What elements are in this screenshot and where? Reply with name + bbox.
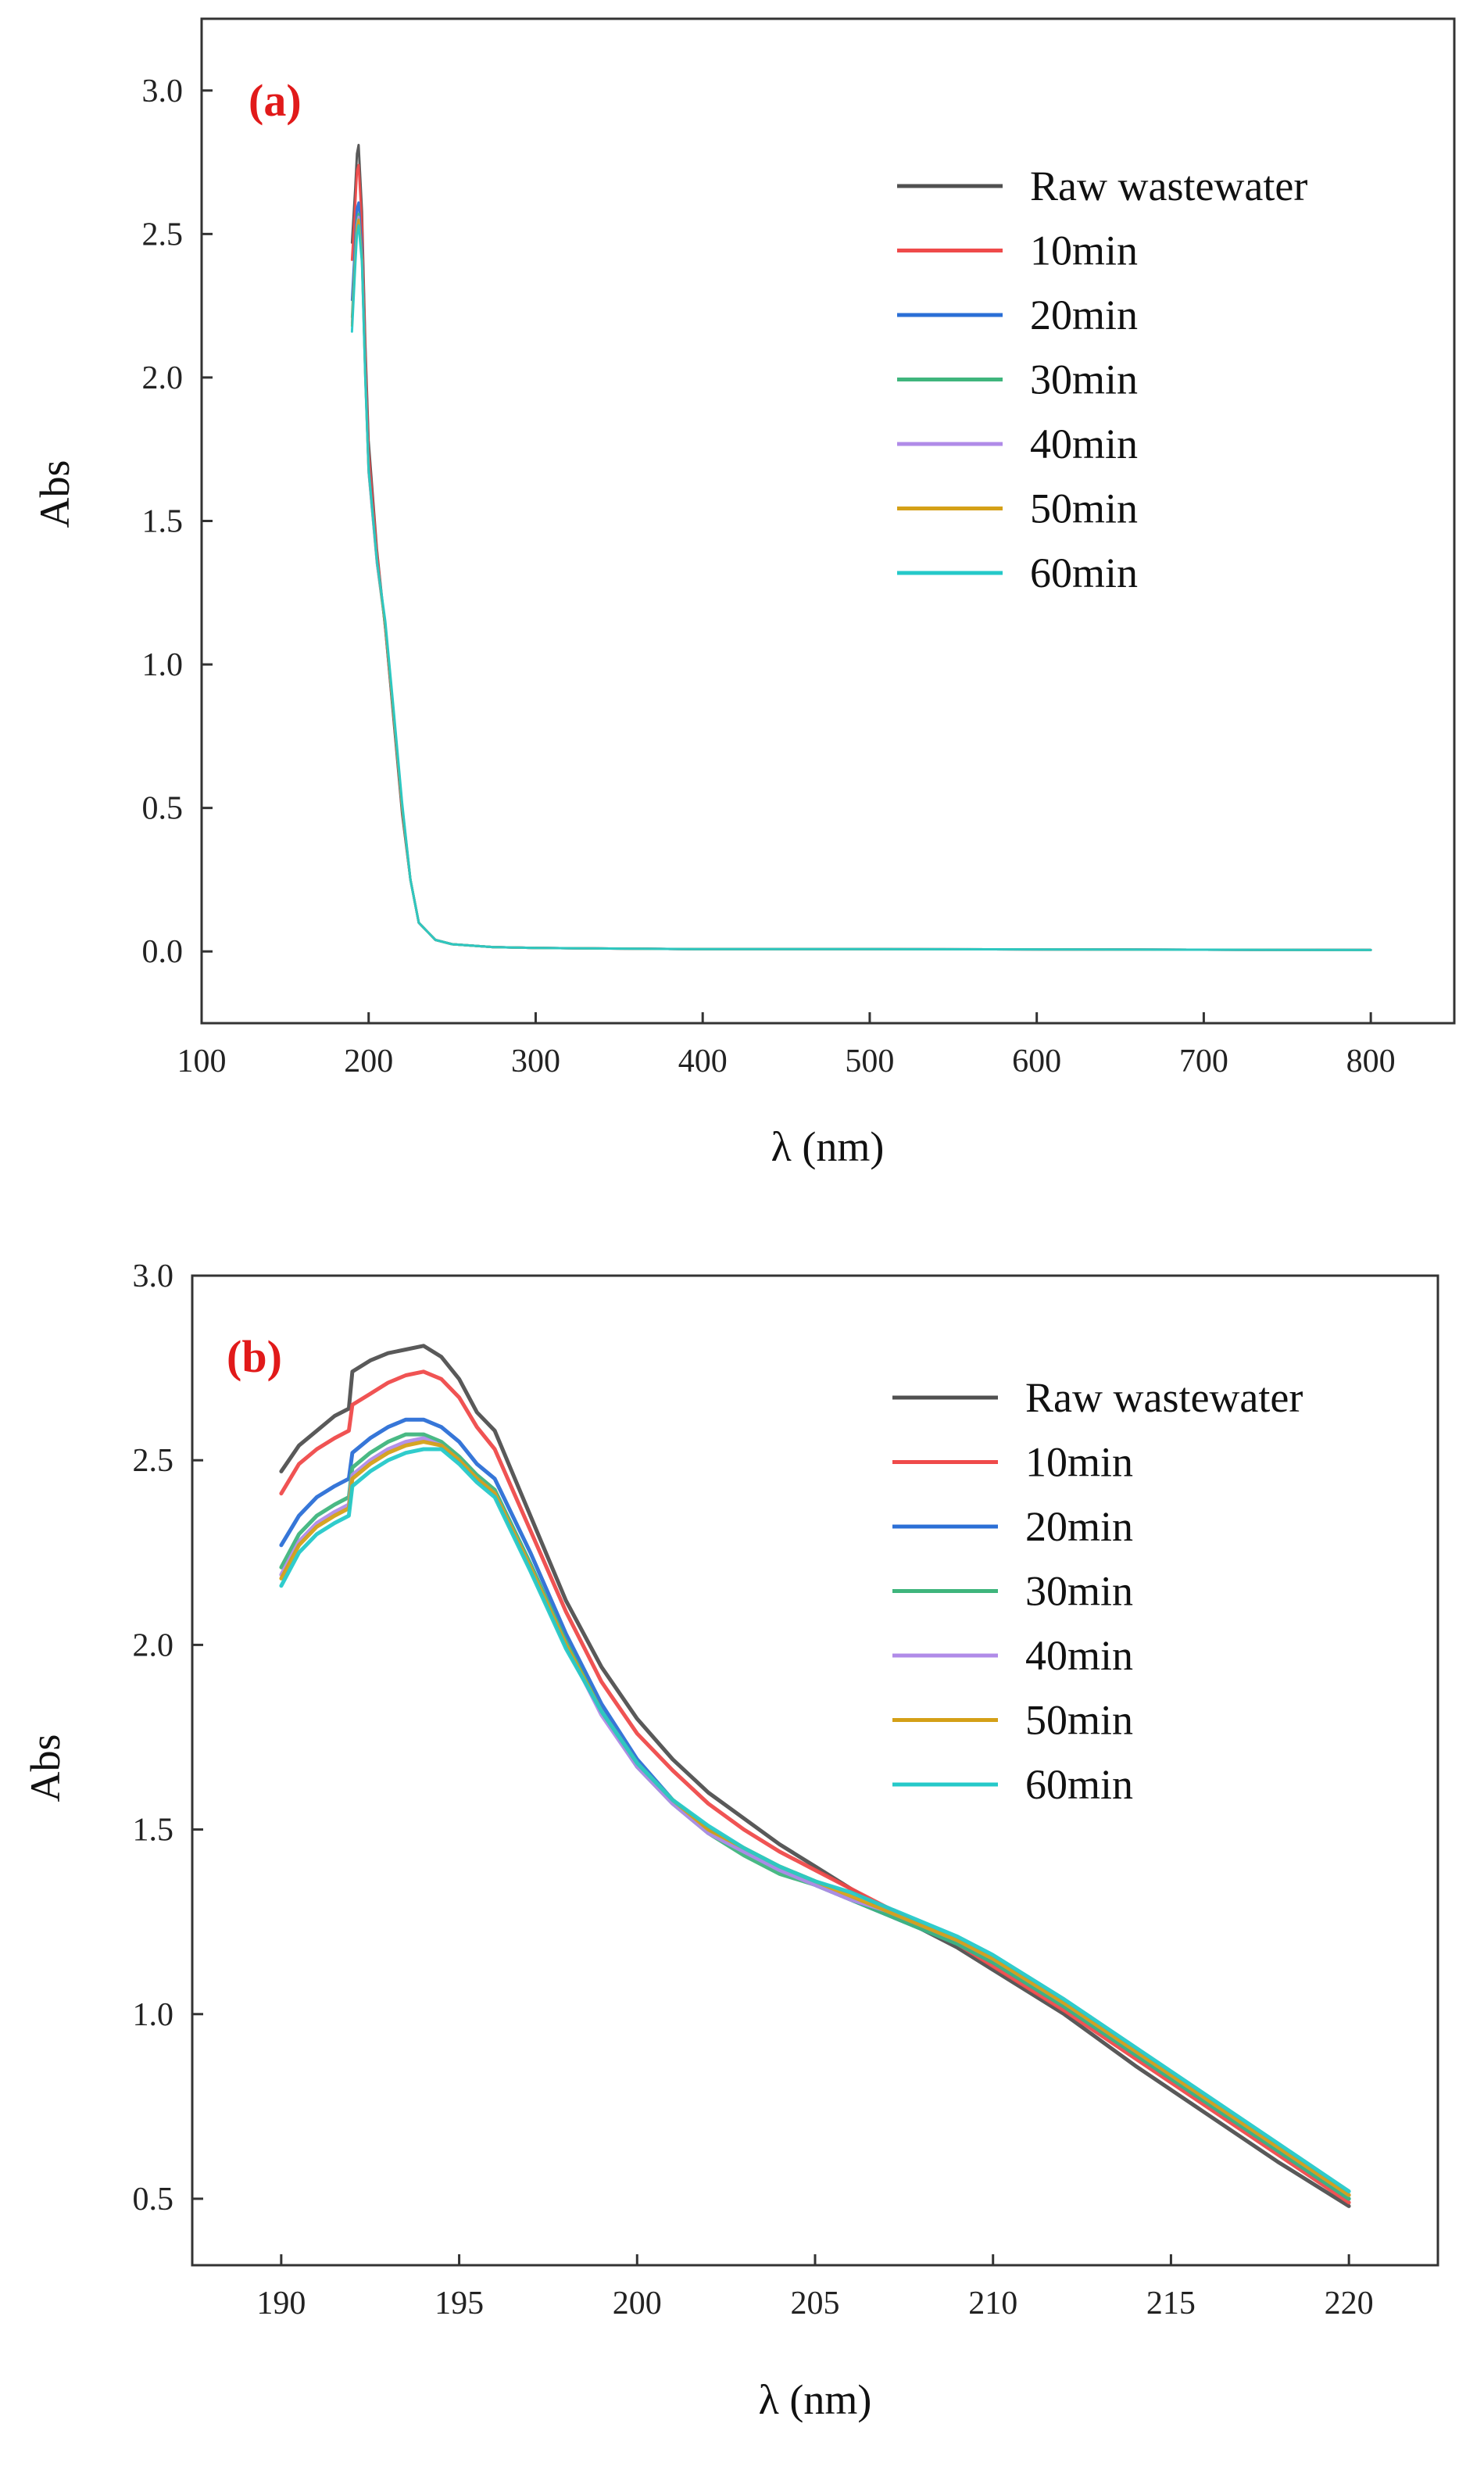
legend-label: 50min xyxy=(1030,485,1138,532)
series-line-6 xyxy=(279,1447,1351,2193)
legend-label: 20min xyxy=(1025,1503,1133,1550)
series-layer xyxy=(279,1344,1351,2208)
x-tick-label: 200 xyxy=(344,1043,393,1079)
legend-label: 40min xyxy=(1025,1632,1133,1679)
legend-label: 60min xyxy=(1030,549,1138,596)
series-line-1 xyxy=(279,1369,1351,2205)
legend-label: 50min xyxy=(1025,1697,1133,1744)
y-tick-label: 0.5 xyxy=(142,791,184,827)
legend: Raw wastewater 10min 20min 30min 40min 50min 6… xyxy=(892,1374,1303,1808)
plot-frame xyxy=(191,1274,1439,2267)
legend-label: 30min xyxy=(1025,1568,1133,1615)
x-tick-label: 500 xyxy=(845,1043,894,1079)
panel-label: (a) xyxy=(249,75,302,126)
y-ticks: 0.5 1.0 1.5 2.0 2.5 3.0 xyxy=(133,1258,203,2218)
series-layer xyxy=(350,144,1372,951)
panel-a: (a) λ (nm) Abs 100 200 300 400 500 600 700 800 … xyxy=(31,17,1456,1170)
y-tick-label: 3.0 xyxy=(142,73,184,109)
legend-label: 20min xyxy=(1030,292,1138,338)
legend-label: 60min xyxy=(1025,1761,1133,1808)
y-tick-label: 2.5 xyxy=(133,1443,174,1479)
x-tick-label: 400 xyxy=(678,1043,728,1079)
x-tick-label: 700 xyxy=(1179,1043,1228,1079)
y-tick-label: 1.0 xyxy=(133,1997,174,2033)
series-line-4 xyxy=(350,215,1372,951)
y-axis-label: Abs xyxy=(22,1734,69,1802)
y-ticks: 0.0 0.5 1.0 1.5 2.0 2.5 3.0 xyxy=(142,73,213,970)
x-axis-label: λ (nm) xyxy=(771,1123,885,1170)
x-tick-label: 100 xyxy=(177,1043,227,1079)
legend-label: 30min xyxy=(1030,356,1138,403)
x-tick-label: 205 xyxy=(791,2286,840,2321)
x-tick-label: 200 xyxy=(613,2286,662,2321)
y-tick-label: 2.0 xyxy=(142,360,184,396)
x-tick-label: 300 xyxy=(511,1043,560,1079)
x-tick-label: 215 xyxy=(1146,2286,1196,2321)
y-tick-label: 1.0 xyxy=(142,647,184,683)
series-line-5 xyxy=(350,218,1372,951)
y-tick-label: 3.0 xyxy=(133,1258,174,1294)
x-tick-label: 195 xyxy=(434,2286,484,2321)
panel-b: (b) λ (nm) Abs 190 195 200 205 210 215 220 0.5… xyxy=(22,1258,1439,2423)
x-tick-label: 210 xyxy=(968,2286,1017,2321)
x-tick-label: 220 xyxy=(1325,2286,1374,2321)
x-ticks: 190 195 200 205 210 215 220 xyxy=(256,2254,1374,2321)
legend-label: Raw wastewater xyxy=(1025,1374,1303,1421)
legend-label: 10min xyxy=(1030,227,1138,274)
series-line-1 xyxy=(350,163,1372,951)
panel-label: (b) xyxy=(227,1331,282,1382)
y-tick-label: 2.0 xyxy=(133,1627,174,1663)
series-line-3 xyxy=(350,213,1372,951)
y-tick-label: 0.0 xyxy=(142,934,184,970)
x-ticks: 100 200 300 400 500 600 700 800 xyxy=(177,1012,1396,1079)
legend-label: 40min xyxy=(1030,421,1138,467)
y-axis-label: Abs xyxy=(31,460,78,528)
series-line-0 xyxy=(279,1344,1351,2208)
series-line-0 xyxy=(350,144,1372,951)
legend: Raw wastewater 10min 20min 30min 40min 50min 6… xyxy=(897,163,1307,596)
legend-label: 10min xyxy=(1025,1439,1133,1486)
x-axis-label: λ (nm) xyxy=(759,2376,872,2423)
series-line-6 xyxy=(350,224,1372,951)
y-tick-label: 1.5 xyxy=(133,1813,174,1849)
y-tick-label: 0.5 xyxy=(133,2182,174,2218)
x-tick-label: 190 xyxy=(256,2286,306,2321)
y-tick-label: 2.5 xyxy=(142,217,184,252)
legend-label: Raw wastewater xyxy=(1030,163,1307,209)
x-tick-label: 600 xyxy=(1012,1043,1061,1079)
y-tick-label: 1.5 xyxy=(142,504,184,540)
x-tick-label: 800 xyxy=(1346,1043,1396,1079)
series-line-2 xyxy=(350,201,1372,951)
